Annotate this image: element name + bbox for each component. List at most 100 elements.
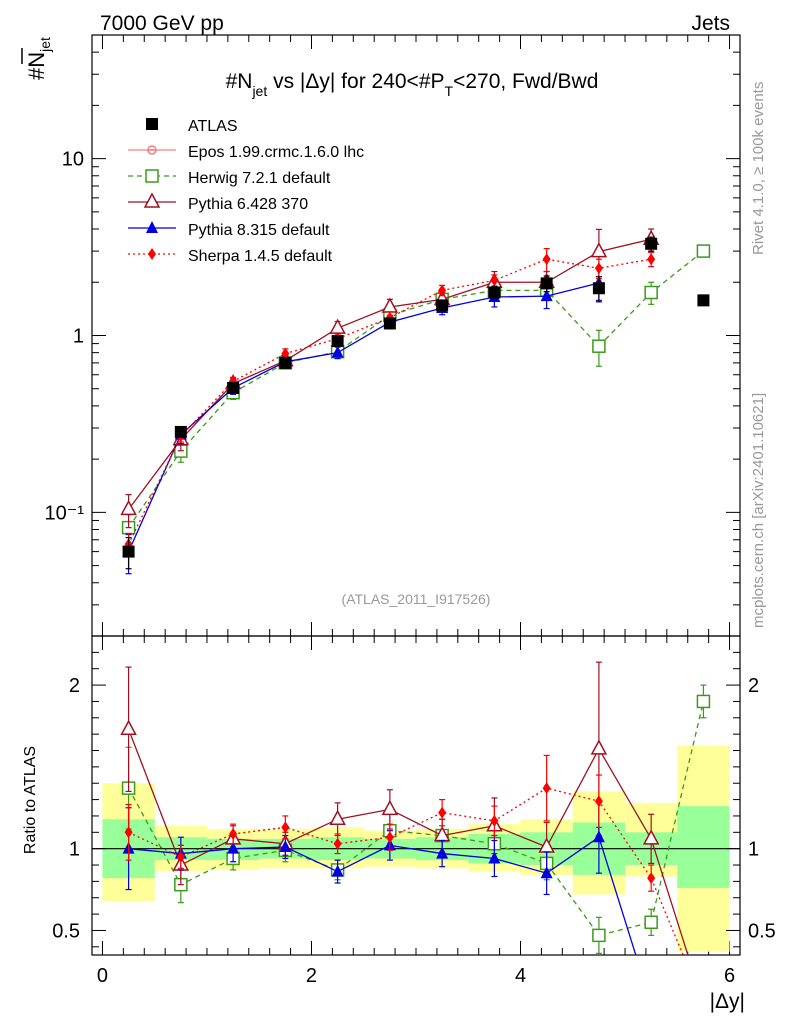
legend-label: Pythia 6.428 370 — [188, 196, 308, 213]
point-herwig — [696, 244, 711, 258]
point-sherpa — [124, 826, 133, 839]
series-herwig — [121, 244, 711, 544]
series-line-herwig — [128, 250, 704, 528]
point-herwig — [592, 928, 606, 943]
point-pythia6 — [590, 242, 608, 258]
point-sherpa — [438, 284, 447, 297]
legend-marker — [147, 145, 157, 155]
legend-label: Epos 1.99.crmc.1.6.0 lhc — [188, 144, 364, 161]
legend-marker — [146, 118, 158, 130]
ylabel-sub-part: jet — [37, 37, 53, 53]
energy-label: 7000 GeV pp — [100, 12, 224, 35]
point-atlas — [383, 317, 396, 330]
series-line-pythia8 — [127, 282, 600, 552]
ylabel-main-part: #N — [24, 52, 49, 80]
legend-label: Sherpa 1.4.5 default — [188, 248, 333, 265]
legend-marker — [143, 192, 161, 208]
point-herwig — [696, 694, 711, 709]
series-atlas — [122, 236, 710, 570]
point-sherpa — [490, 274, 499, 287]
main-panel: 10⁻¹ 1 10 — [45, 34, 741, 955]
point-pythia8 — [436, 846, 449, 859]
y-tick-label: 2 — [69, 675, 80, 697]
point-pythia6 — [329, 809, 346, 825]
point-pythia8 — [279, 840, 292, 853]
point-sherpa — [229, 827, 238, 840]
title-part-2: vs |Δy| for 240<#P — [267, 70, 444, 93]
legend-marker — [145, 169, 159, 183]
series-line-pythia6 — [127, 729, 689, 955]
point-atlas — [279, 356, 292, 369]
point-herwig — [644, 285, 658, 300]
point-pythia8 — [488, 851, 501, 864]
legend-label: Pythia 8.315 default — [188, 222, 330, 239]
series-pythia6-ratio — [120, 661, 689, 955]
point-sherpa — [594, 262, 603, 275]
point-pythia8 — [592, 830, 605, 843]
point-pythia8 — [540, 866, 553, 879]
title-part-3: <270, Fwd/Bwd — [453, 70, 598, 93]
point-sherpa — [385, 831, 394, 844]
x-tick-label: 6 — [724, 965, 735, 987]
point-atlas — [697, 294, 710, 307]
y-tick-label: 1 — [748, 839, 759, 861]
series-sherpa-ratio — [124, 754, 684, 955]
point-pythia6 — [120, 499, 137, 516]
title-part-1: #N — [226, 70, 253, 93]
y-tick-label: 1 — [73, 326, 84, 348]
legend-item-herwig: Herwig 7.2.1 default — [128, 169, 331, 187]
point-pythia6 — [381, 799, 399, 816]
ratio-panel: 0 2 4 6 0.5 0.5 1 1 2 2 — [52, 635, 776, 987]
point-atlas — [540, 277, 553, 290]
x-tick-label: 4 — [515, 965, 526, 987]
point-atlas — [331, 335, 344, 348]
point-sherpa — [281, 347, 290, 360]
point-pythia6 — [642, 829, 660, 845]
svg-text:#Njet: #Njet — [24, 37, 53, 80]
point-sherpa — [490, 814, 499, 827]
ratio-ylabel: Ratio to ATLAS — [22, 746, 39, 854]
legend-marker — [146, 221, 158, 233]
point-atlas — [488, 286, 501, 299]
point-atlas — [122, 545, 135, 558]
point-sherpa — [281, 821, 290, 834]
point-herwig — [592, 339, 606, 353]
legend-item-sherpa: Sherpa 1.4.5 default — [128, 248, 333, 265]
y-tick-label: 0.5 — [748, 920, 776, 942]
title-sub-t: T — [445, 83, 454, 99]
point-pythia6 — [120, 719, 137, 735]
y-tick-label: 10 — [62, 149, 84, 171]
point-sherpa — [333, 837, 342, 850]
legend-item-pythia6: Pythia 6.428 370 — [128, 192, 308, 213]
ratio-frame — [91, 635, 741, 956]
x-tick-label: 0 — [97, 965, 108, 987]
main-ylabel: #Njet — [21, 37, 53, 80]
point-pythia6 — [590, 739, 608, 755]
point-atlas — [436, 299, 449, 312]
point-atlas — [174, 425, 187, 438]
legend-item-pythia8: Pythia 8.315 default — [128, 221, 330, 239]
point-atlas — [227, 381, 240, 394]
y-tick-label: 1 — [69, 839, 80, 861]
plot-title: #Njet vs |Δy| for 240<#PT<270, Fwd/Bwd — [226, 70, 599, 99]
series-sherpa — [124, 247, 656, 558]
point-atlas — [592, 282, 605, 295]
series-line-pythia6 — [128, 238, 652, 510]
point-sherpa — [438, 806, 447, 819]
y-tick-label: 2 — [748, 675, 759, 697]
x-tick-label: 2 — [306, 965, 317, 987]
point-atlas — [645, 237, 658, 250]
point-sherpa — [647, 253, 656, 266]
point-sherpa — [647, 872, 656, 885]
point-pythia8 — [331, 864, 344, 877]
point-pythia8 — [331, 345, 344, 358]
analysis-watermark: (ATLAS_2011_I917526) — [342, 591, 491, 607]
series-pythia6 — [120, 228, 660, 529]
xlabel: |Δy| — [710, 990, 745, 1013]
point-sherpa — [594, 795, 603, 808]
rivet-version-label: Rivet 4.1.0, ≥ 100k events — [750, 82, 767, 255]
legend-label: Herwig 7.2.1 default — [188, 170, 331, 187]
legend-item-atlas: ATLAS — [146, 118, 238, 135]
point-pythia8 — [540, 289, 553, 302]
